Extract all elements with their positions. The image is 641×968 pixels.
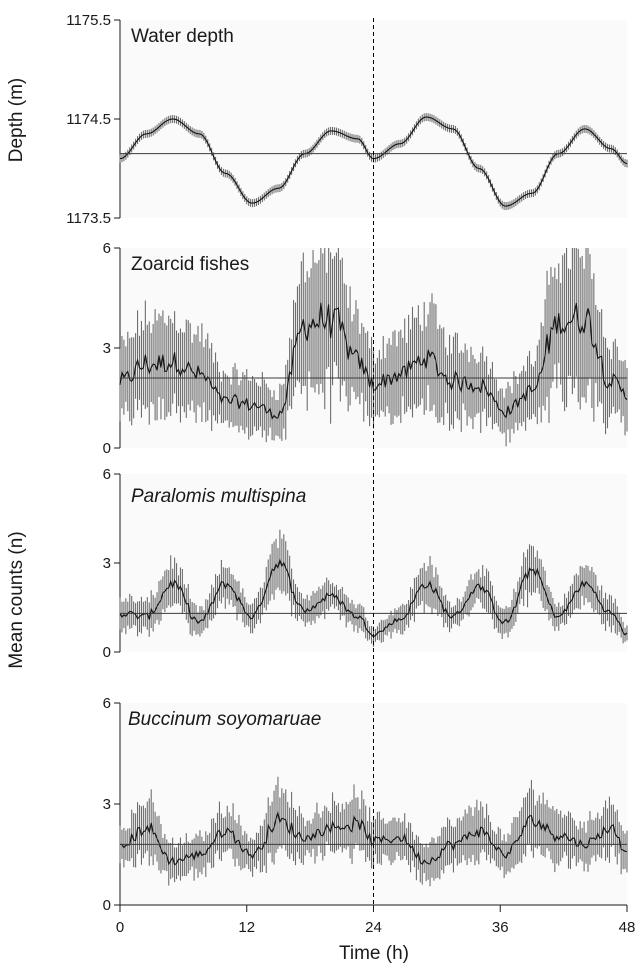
panel-2-title: Paralomis multispina [131,486,306,507]
panel-2-y-tick-label: 0 [103,644,111,661]
x-tick-label: 0 [116,919,124,936]
panel-0-y-tick-label: 1175.5 [66,12,111,29]
panel-1-y-tick-label: 6 [103,240,111,257]
panel-0: 1175.5 1174.5 1173.5 Water depth [66,12,628,227]
panel-3-y-tick-label: 6 [103,695,111,712]
panel-1-y-tick-label: 0 [103,440,111,457]
panel-3-y-tick-label: 3 [103,796,111,813]
x-tick-label: 48 [619,919,636,936]
panel-3-title: Buccinum soyomaruae [128,709,321,730]
x-axis: 0 12 24 36 48 [116,904,636,936]
panel-1: 6 3 0 Zoarcid fishes [103,240,628,457]
x-tick-label: 24 [365,919,382,936]
x-axis-title: Time (h) [339,943,409,964]
panel-1-y-tick-label: 3 [103,340,111,357]
y-axis-title-mean-counts: Mean counts (n) [6,531,27,668]
panel-1-title: Zoarcid fishes [131,254,249,275]
panel-2-y-tick-label: 3 [103,555,111,572]
panel-2: 6 3 0 Paralomis multispina [103,466,628,661]
x-tick-label: 12 [238,919,255,936]
panel-0-title: Water depth [131,26,234,47]
panel-3: 6 3 0 Buccinum soyomaruae [103,695,628,914]
y-axis-title-depth: Depth (m) [6,78,27,162]
x-tick-label: 36 [492,919,509,936]
panels-layer: 1175.5 1174.5 1173.5 Water depth 6 3 0 Zoarcid … [66,12,628,914]
panel-3-y-tick-label: 0 [103,897,111,914]
panel-0-y-tick-label: 1173.5 [66,210,111,227]
panel-2-y-tick-label: 6 [103,466,111,483]
panel-3-series-line [120,810,628,866]
panel-0-y-tick-label: 1174.5 [66,111,111,128]
